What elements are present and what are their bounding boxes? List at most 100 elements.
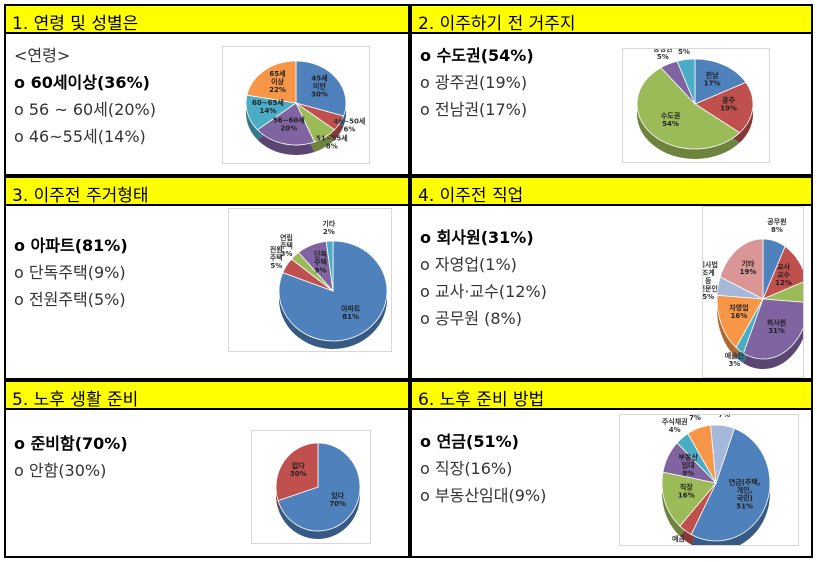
summary-item: o 교사·교수(12%) xyxy=(420,282,547,301)
panel-header: 4. 이주전 직업 xyxy=(410,176,813,206)
slice-label: 51~55세 8% xyxy=(316,133,348,150)
pie-svg: 공무원8%교사교수12%공기업6%회사원31%예술인3%자영업16%의사법조계등… xyxy=(699,217,817,369)
panel-title: 5. 노후 생활 준비 xyxy=(12,390,139,410)
panel-body xyxy=(4,410,410,558)
summary-item: o 준비함(70%) xyxy=(14,434,128,453)
slice-label: 아파트 81% xyxy=(341,304,361,321)
panel-6: 6. 노후 준비 방법 o 연금(51%) o 직장(16%) o 부동산임대(9%)… xyxy=(410,380,813,558)
pie-slice xyxy=(719,238,764,300)
panel-header: 6. 노후 준비 방법 xyxy=(410,380,813,410)
pie-slice xyxy=(325,240,334,292)
summary-item: o 공무원 (8%) xyxy=(420,309,522,328)
pie-slice xyxy=(676,58,696,105)
slice-label: 있다 70% xyxy=(329,491,346,508)
slice-label: 예술인 3% xyxy=(725,351,744,368)
summary-item: o 부동산임대(9%) xyxy=(420,486,547,505)
survey-summary-grid: 1. 연령 및 성별은 <연령> o 60세이상(36%) o 56 ~ 60세(20… xyxy=(4,4,817,558)
pie-chart: 아파트 81% 전원 주택 5% 연립 주택 3% 단독 주택 9% 기타 2% xyxy=(228,208,392,352)
summary-item: o 46~55세(14%) xyxy=(14,127,146,146)
slice-label: 46~50세 6% xyxy=(334,117,366,134)
panel-header: 3. 이주전 주거형태 xyxy=(4,176,410,206)
slice-label: 공무원 8% xyxy=(767,217,786,234)
summary-item: o 안함(30%) xyxy=(14,461,107,480)
summary-list: o 수도권(54%) o 광주권(19%) o 전남권(17%) xyxy=(420,42,534,123)
slice-label: 연금(주택, 개인, 국민) 51% xyxy=(729,478,761,511)
summary-item: o 회사원(31%) xyxy=(420,228,534,247)
pie-slice xyxy=(295,60,347,117)
summary-list: o 아파트(81%) o 단독주택(9%) o 전원주택(5%) xyxy=(14,232,128,313)
pie-chart: 45세 미만 30% 46~50세 6% 51~55세 8% 56~60세 20% 60~65세 1… xyxy=(222,46,370,164)
pie-slice xyxy=(716,294,764,349)
summary-item: o 전원주택(5%) xyxy=(14,290,126,309)
summary-list: o 준비함(70%) o 안함(30%) xyxy=(14,430,128,484)
pie-slice xyxy=(661,471,717,527)
summary-item: o 수도권(54%) xyxy=(420,46,534,65)
summary-item: <연령> xyxy=(14,46,71,65)
summary-list: <연령> o 60세이상(36%) o 56 ~ 60세(20%) o 46~55세(… xyxy=(14,42,156,150)
panel-body xyxy=(4,206,410,380)
panel-body xyxy=(410,410,813,558)
slice-label: 주식채권 4% xyxy=(662,417,688,434)
slice-label: 수도권 54% xyxy=(661,111,680,128)
panel-4: 4. 이주전 직업 o 회사원(31%) o 자영업(1%) o 교사·교수(12%)… xyxy=(410,176,817,380)
slice-label: 56~60세 20% xyxy=(273,116,305,133)
slice-label: 전남 17% xyxy=(704,71,721,88)
panel-header: 5. 노후 생활 준비 xyxy=(4,380,410,410)
slice-label: 기타7% xyxy=(718,415,731,419)
slice-label: 연립 주택 3% xyxy=(280,233,293,258)
panel-1: 1. 연령 및 성별은 <연령> o 60세이상(36%) o 56 ~ 60세(20… xyxy=(4,4,410,176)
summary-item: o 직장(16%) xyxy=(420,459,513,478)
summary-item: o 광주권(19%) xyxy=(420,73,528,92)
panel-header: 2. 이주하기 전 거주지 xyxy=(410,4,813,34)
panel-5: 5. 노후 생활 준비 o 준비함(70%) o 안함(30%) 있다 70% 없다 30% xyxy=(4,380,410,558)
pie-slice xyxy=(256,102,315,146)
pie-chart: 있다 70% 없다 30% xyxy=(251,430,371,544)
summary-item: o 아파트(81%) xyxy=(14,236,128,255)
slice-label: 기타 19% xyxy=(740,259,757,276)
slice-label: 65세 이상 22% xyxy=(269,69,286,94)
slice-label: 60~65세 14% xyxy=(252,98,284,115)
slice-label: 영남권5% xyxy=(674,49,693,56)
pie-chart: 공무원8%교사교수12%공기업6%회사원31%예술인3%자영업16%의사법조계등… xyxy=(699,206,817,378)
panel-title: 1. 연령 및 성별은 xyxy=(12,14,139,34)
slice-label: 전원 주택 5% xyxy=(270,245,283,270)
pie-svg: 45세 미만 30% 46~50세 6%51~55세 8% 56~60세 20%60~65세 1… xyxy=(245,60,366,155)
panel-body xyxy=(410,34,813,176)
pie-slice xyxy=(710,424,735,484)
summary-list: o 연금(51%) o 직장(16%) o 부동산임대(9%) xyxy=(420,428,546,509)
slice-label: 자영업7% xyxy=(685,415,704,422)
pie-slice xyxy=(690,427,771,542)
summary-item: o 연금(51%) xyxy=(420,432,519,451)
summary-item: o 단독주택(9%) xyxy=(14,263,126,282)
panel-3: 3. 이주전 주거형태 o 아파트(81%) o 단독주택(9%) o 전원주택(5%… xyxy=(4,176,410,380)
pie-svg: 아파트 81% 전원 주택 5%연립 주택 3% 단독 주택 9% 기타 2% xyxy=(270,219,388,349)
pie-svg: 있다 70% 없다 30% xyxy=(275,442,361,539)
slice-label: 45세 미만 30% xyxy=(311,74,328,99)
pie-slice xyxy=(694,81,754,134)
panel-body xyxy=(4,34,410,176)
pie-slice xyxy=(277,442,361,532)
slice-label: 자영업 16% xyxy=(729,303,748,320)
pie-slice xyxy=(694,58,747,105)
summary-item: o 자영업(1%) xyxy=(420,255,517,274)
slice-label: 의사법조계등전문인5% xyxy=(703,260,718,301)
panel-header: 1. 연령 및 성별은 xyxy=(4,4,410,34)
slice-label: 단독 주택 9% xyxy=(314,249,327,274)
panel-body xyxy=(410,206,813,380)
slice-label: 교사 교수 12% xyxy=(775,262,792,287)
slice-label: 없다 30% xyxy=(290,461,307,478)
slice-label: 직장 16% xyxy=(678,483,695,500)
panel-title: 4. 이주전 직업 xyxy=(418,186,524,206)
slice-label: 부동산 임대 9% xyxy=(679,453,699,478)
summary-item: o 전남권(17%) xyxy=(420,100,528,119)
slice-label: 충청권 5% xyxy=(653,49,672,61)
summary-item: o 60세이상(36%) xyxy=(14,73,150,92)
pie-slice xyxy=(246,60,297,104)
pie-slice xyxy=(275,442,319,502)
pie-slice xyxy=(636,67,741,150)
panel-title: 2. 이주하기 전 거주지 xyxy=(418,14,576,34)
